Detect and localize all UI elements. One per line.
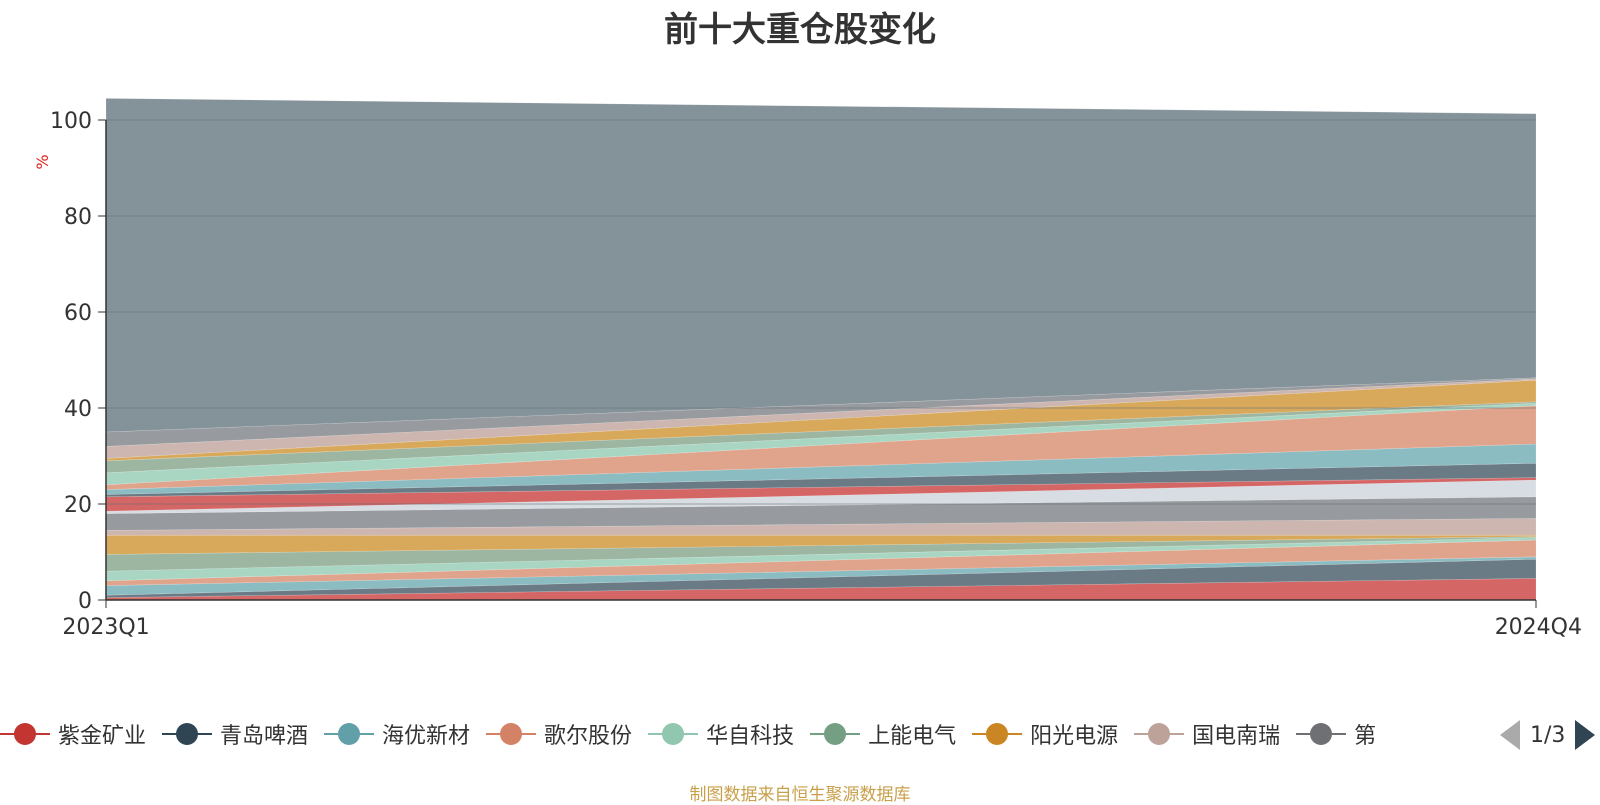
legend-marker-icon — [648, 719, 699, 749]
legend-item[interactable]: 阳光电源 — [972, 714, 1118, 754]
y-tick-label: 60 — [64, 301, 92, 326]
legend-next-page-icon[interactable] — [1575, 720, 1596, 750]
legend-marker-icon — [1134, 719, 1185, 749]
source-note: 制图数据来自恒生聚源数据库 — [689, 785, 911, 805]
legend-marker-icon — [486, 719, 537, 749]
y-tick-label: 20 — [64, 493, 92, 518]
legend-marker-icon — [1296, 719, 1347, 749]
legend-item[interactable]: 歌尔股份 — [486, 714, 632, 754]
legend-item[interactable]: 紫金矿业 — [0, 714, 146, 754]
legend-item[interactable]: 第 — [1296, 714, 1376, 754]
legend-marker-icon — [810, 719, 861, 749]
legend-marker-icon — [162, 719, 213, 749]
legend-label: 上能电气 — [868, 724, 957, 749]
legend-item[interactable]: 华自科技 — [648, 714, 794, 754]
legend-label: 国电南瑞 — [1192, 724, 1281, 749]
legend-label: 青岛啤酒 — [220, 724, 309, 749]
legend-page-indicator: 1/3 — [1530, 722, 1566, 748]
area-series-group — [105, 98, 1537, 601]
y-axis-label: % — [33, 154, 52, 169]
y-tick-label: 0 — [78, 589, 92, 614]
legend-label: 第 — [1354, 724, 1377, 749]
legend-marker-icon — [972, 719, 1023, 749]
chart-title: 前十大重仓股变化 — [664, 10, 936, 50]
legend-marker-icon — [324, 719, 375, 749]
legend-item[interactable]: 海优新材 — [324, 714, 470, 754]
legend-label: 紫金矿业 — [58, 724, 147, 749]
legend-item[interactable]: 上能电气 — [810, 714, 956, 754]
legend: 紫金矿业 青岛啤酒 海优新材 歌尔股份 华自科技 上能电气 阳光电源 国电南瑞 第 — [0, 714, 1488, 754]
legend-item[interactable]: 青岛啤酒 — [162, 714, 308, 754]
legend-pager: 1/3 — [1500, 718, 1596, 752]
legend-label: 歌尔股份 — [544, 724, 633, 749]
y-tick-label: 40 — [64, 397, 92, 422]
legend-label: 阳光电源 — [1030, 724, 1119, 749]
x-tick-label: 2024Q4 — [1495, 615, 1582, 640]
x-tick-label: 2023Q1 — [62, 615, 149, 640]
y-tick-label: 100 — [50, 109, 92, 134]
legend-item[interactable]: 国电南瑞 — [1134, 714, 1280, 754]
legend-marker-icon — [0, 719, 50, 749]
legend-prev-page-icon[interactable] — [1500, 720, 1520, 750]
legend-label: 华自科技 — [706, 724, 795, 749]
axes: 0 20 40 60 80 100 2023Q1 2024Q4% — [33, 109, 1582, 640]
legend-label: 海优新材 — [382, 724, 471, 749]
area-series-20[interactable] — [105, 98, 1537, 433]
y-tick-label: 80 — [64, 205, 92, 230]
grid-lines — [106, 119, 1536, 505]
